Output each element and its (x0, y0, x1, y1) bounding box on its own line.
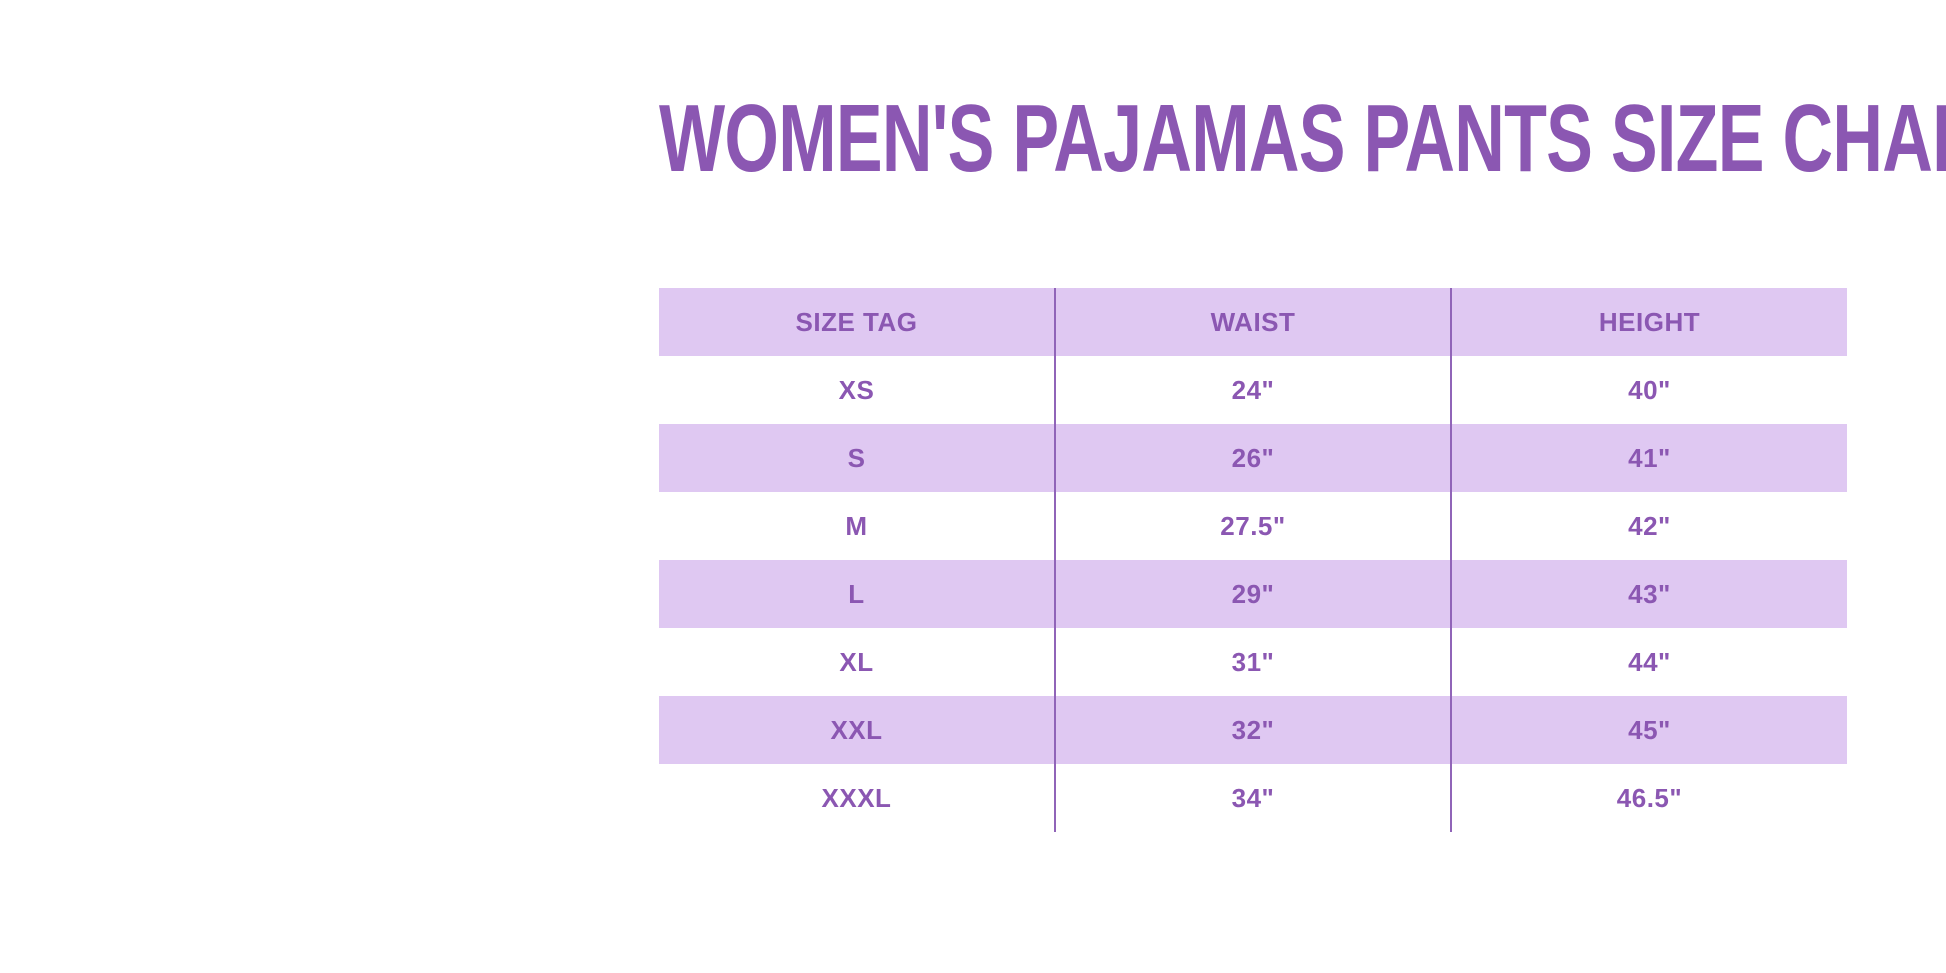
size-tag-cell: XXXL (821, 782, 892, 813)
waist-cell: 27.5" (1054, 492, 1450, 560)
table-row-l: L 29" 43" (659, 560, 1847, 628)
size-chart-table: SIZE TAG WAIST HEIGHT XS 24" 40" S 26" 4… (659, 288, 1847, 832)
size-tag-cell: M (845, 510, 868, 541)
waist-cell: 32" (1054, 696, 1450, 764)
size-tag-cell: XXL (830, 714, 883, 745)
size-tag-cell: S (847, 442, 866, 473)
height-cell: 45" (1450, 696, 1847, 764)
page-title-text: WOMEN'S PAJAMAS PANTS SIZE CHART (659, 85, 1946, 192)
waist-cell: 24" (1054, 356, 1450, 424)
table-row-xxl: XXL 32" 45" (659, 696, 1847, 764)
height-cell: 44" (1450, 628, 1847, 696)
table-row-xl: XL 31" 44" (659, 628, 1847, 696)
waist-cell: 26" (1054, 424, 1450, 492)
table-row-xs: XS 24" 40" (659, 356, 1847, 424)
table-row-xxxl: XXXL 34" 46.5" (659, 764, 1847, 832)
page-title: WOMEN'S PAJAMAS PANTS SIZE CHART (659, 85, 1946, 192)
column-header-height: HEIGHT (1450, 288, 1847, 356)
table-row-m: M 27.5" 42" (659, 492, 1847, 560)
height-cell: 41" (1450, 424, 1847, 492)
waist-cell: 29" (1054, 560, 1450, 628)
waist-cell: 31" (1054, 628, 1450, 696)
height-cell: 43" (1450, 560, 1847, 628)
table-row-s: S 26" 41" (659, 424, 1847, 492)
size-tag-cell: XL (839, 646, 874, 677)
size-tag-cell: XS (838, 374, 875, 405)
waist-cell: 34" (1054, 764, 1450, 832)
size-tag-cell: L (848, 578, 865, 609)
height-cell: 46.5" (1450, 764, 1847, 832)
table-header-row: SIZE TAG WAIST HEIGHT (659, 288, 1847, 356)
height-cell: 42" (1450, 492, 1847, 560)
height-cell: 40" (1450, 356, 1847, 424)
column-header-size-tag: SIZE TAG (795, 306, 918, 337)
column-header-waist: WAIST (1054, 288, 1450, 356)
